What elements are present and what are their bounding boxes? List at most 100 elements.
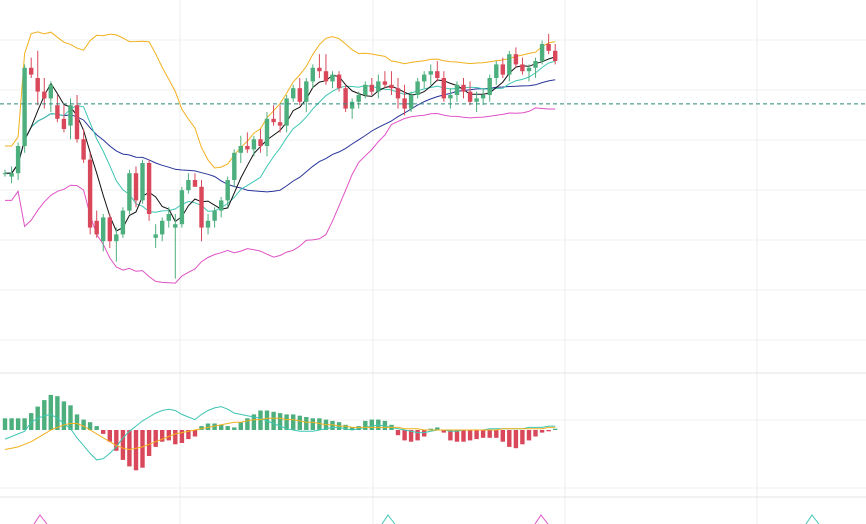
macd-bar-80 bbox=[526, 430, 532, 441]
candle-body-21 bbox=[140, 163, 145, 201]
macd-bar-12 bbox=[81, 419, 86, 430]
candle-37 bbox=[245, 132, 250, 153]
macd-bar-28 bbox=[186, 430, 191, 440]
macd-bar-15 bbox=[101, 430, 106, 434]
candle-body-50 bbox=[330, 74, 335, 82]
candle-65 bbox=[428, 64, 433, 85]
macd-bar-58 bbox=[382, 420, 388, 430]
macd-bar-40 bbox=[264, 410, 270, 430]
macd-bar-16 bbox=[107, 430, 112, 442]
candle-76 bbox=[500, 57, 505, 78]
candle-body-31 bbox=[205, 220, 211, 228]
macd-bar-53 bbox=[349, 427, 355, 430]
bottom-peak-0 bbox=[33, 514, 48, 524]
candle-67 bbox=[441, 71, 446, 102]
candle-61 bbox=[402, 84, 407, 116]
candle-body-0 bbox=[2, 173, 8, 175]
candle-31 bbox=[205, 214, 211, 235]
bottom-peak-1 bbox=[381, 514, 396, 524]
candles bbox=[2, 33, 558, 279]
macd-bar-61 bbox=[402, 430, 407, 441]
candle-73 bbox=[480, 88, 486, 106]
macd-bar-70 bbox=[461, 430, 466, 442]
candle-body-18 bbox=[120, 210, 126, 235]
candle-63 bbox=[415, 78, 420, 99]
bollinger-bands bbox=[5, 31, 556, 284]
candle-body-42 bbox=[277, 122, 283, 126]
candle-13 bbox=[87, 152, 93, 235]
macd-bar-56 bbox=[369, 419, 374, 430]
macd-bar-81 bbox=[533, 430, 538, 437]
candle-35 bbox=[232, 149, 237, 187]
macd-bar-78 bbox=[513, 430, 519, 449]
macd-bar-36 bbox=[238, 422, 243, 430]
macd-bar-52 bbox=[343, 424, 348, 430]
macd-bar-82 bbox=[539, 430, 545, 433]
candle-10 bbox=[68, 98, 73, 140]
candle-body-49 bbox=[323, 71, 329, 82]
macd-bar-74 bbox=[487, 430, 492, 438]
macd-bar-1 bbox=[9, 418, 14, 430]
macd-bar-66 bbox=[435, 427, 440, 430]
candle-body-36 bbox=[238, 146, 243, 153]
candle-body-63 bbox=[415, 81, 420, 95]
candle-81 bbox=[533, 57, 538, 78]
macd-bar-75 bbox=[494, 430, 499, 438]
macd-bar-76 bbox=[500, 430, 505, 442]
macd-bar-44 bbox=[291, 414, 296, 430]
macd-bar-47 bbox=[310, 418, 315, 430]
macd-bar-30 bbox=[199, 426, 204, 430]
macd-bar-6 bbox=[42, 400, 47, 430]
macd-bar-38 bbox=[251, 414, 257, 430]
macd-bar-13 bbox=[87, 422, 93, 430]
candle-body-27 bbox=[179, 190, 185, 225]
candle-74 bbox=[487, 74, 492, 102]
macd-bar-10 bbox=[68, 405, 73, 430]
candle-body-56 bbox=[369, 84, 374, 92]
candle-body-34 bbox=[225, 180, 230, 201]
candle-16 bbox=[107, 214, 112, 248]
candle-body-2 bbox=[15, 146, 21, 174]
candle-body-30 bbox=[199, 186, 204, 228]
macd-bar-17 bbox=[114, 430, 119, 451]
macd-bar-77 bbox=[507, 430, 512, 447]
candle-body-57 bbox=[376, 81, 381, 92]
candle-21 bbox=[140, 159, 145, 204]
macd-bar-26 bbox=[173, 430, 178, 445]
macd-bar-27 bbox=[179, 430, 185, 443]
candle-84 bbox=[553, 44, 558, 65]
candle-body-17 bbox=[114, 234, 119, 242]
candle-56 bbox=[369, 78, 374, 95]
candle-52 bbox=[343, 84, 348, 112]
macd-bar-33 bbox=[219, 424, 224, 430]
candle-body-6 bbox=[42, 91, 47, 99]
candle-body-16 bbox=[107, 217, 112, 242]
candle-body-8 bbox=[55, 105, 60, 119]
candle-body-7 bbox=[48, 84, 53, 99]
macd-bar-31 bbox=[205, 423, 211, 430]
macd-bar-64 bbox=[422, 430, 427, 437]
candle-71 bbox=[467, 81, 473, 106]
macd-bar-21 bbox=[140, 430, 145, 468]
candle-body-37 bbox=[245, 146, 250, 150]
macd-bar-42 bbox=[277, 413, 283, 430]
candle-body-52 bbox=[343, 88, 348, 109]
macd-bar-50 bbox=[330, 420, 335, 430]
candle-39 bbox=[258, 129, 263, 153]
candle-body-60 bbox=[395, 88, 401, 99]
candle-body-70 bbox=[461, 84, 466, 92]
candle-body-58 bbox=[382, 81, 388, 85]
candle-body-25 bbox=[166, 214, 171, 221]
candle-58 bbox=[382, 71, 388, 89]
candle-body-35 bbox=[232, 152, 237, 180]
candle-body-53 bbox=[349, 101, 355, 109]
macd-bar-4 bbox=[29, 413, 34, 430]
macd-bar-22 bbox=[146, 430, 152, 456]
candle-66 bbox=[435, 61, 440, 82]
macd-bar-67 bbox=[441, 430, 446, 433]
candle-69 bbox=[454, 81, 460, 102]
macd-bar-9 bbox=[61, 401, 67, 430]
candle-body-83 bbox=[546, 44, 551, 51]
